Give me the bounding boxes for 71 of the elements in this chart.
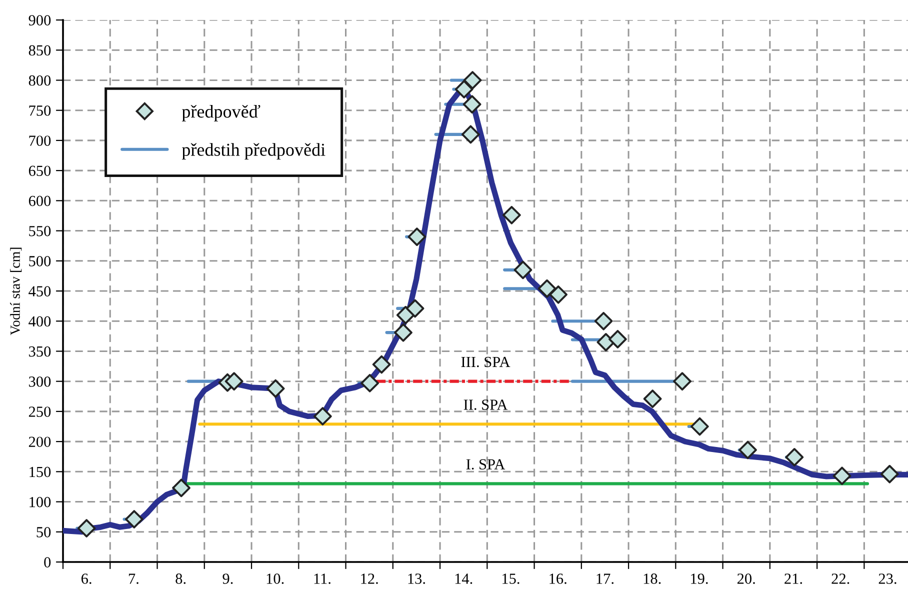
point: [643, 390, 662, 408]
point: [463, 71, 482, 90]
point: [514, 260, 532, 280]
point: [462, 95, 482, 114]
y-tick-label: 100: [30, 496, 51, 508]
x-tick-label: 21.: [784, 574, 802, 584]
x-tick-label: 6.: [81, 574, 92, 584]
x-tick-label: 17.: [596, 574, 614, 584]
x-tick-label: 13.: [408, 574, 425, 584]
point: [880, 464, 899, 484]
point: [502, 206, 521, 224]
x-tick-label: 14.: [455, 574, 472, 584]
y-tick-label: 400: [28, 316, 51, 327]
series-label: III. SPA: [461, 356, 510, 368]
point: [738, 440, 757, 460]
y-tick-label: 150: [30, 466, 51, 478]
legend-label: předstih předpovědi: [182, 143, 326, 160]
y-axis-title: Vodní stav [cm]: [10, 248, 22, 336]
y-tick-label: 450: [28, 286, 51, 296]
point: [124, 510, 144, 528]
x-tick-label: 11.: [314, 574, 330, 584]
x-tick-label: 10.: [266, 574, 284, 584]
x-tick-label: 19.: [691, 574, 708, 584]
point: [673, 372, 692, 391]
point: [785, 448, 804, 466]
x-tick-label: 12.: [361, 574, 378, 584]
y-tick-label: 800: [28, 75, 51, 86]
point: [77, 519, 96, 538]
x-tick-label: 7.: [128, 574, 138, 584]
y-tick-label: 550: [29, 226, 51, 236]
point: [690, 417, 709, 436]
point: [172, 478, 190, 498]
y-tick-label: 200: [28, 436, 51, 448]
x-tick-label: 15.: [502, 574, 520, 584]
y-tick-label: 750: [29, 105, 51, 116]
y-tick-label: 300: [29, 376, 51, 387]
y-tick-label: 250: [28, 406, 51, 417]
point: [394, 323, 412, 342]
x-tick-label: 18.: [644, 574, 661, 584]
y-tick-label: 0: [44, 557, 51, 568]
y-tick-label: 650: [28, 166, 51, 176]
x-tick-label: 23.: [878, 574, 896, 584]
point: [538, 279, 556, 298]
x-tick-label: 22.: [832, 574, 850, 584]
legend-label: předpověď: [182, 104, 260, 122]
x-tick-label: 8.: [176, 574, 186, 584]
series-label: II. SPA: [464, 400, 508, 410]
point: [266, 379, 285, 398]
point: [360, 374, 379, 392]
y-tick-label: 500: [29, 256, 51, 266]
x-tick-label: 16.: [550, 574, 566, 584]
x-tick-label: 9.: [222, 574, 233, 584]
x-tick-label: 20.: [737, 574, 755, 584]
y-tick-label: 600: [28, 196, 51, 206]
point: [406, 299, 424, 318]
point: [594, 312, 613, 330]
point: [608, 330, 627, 348]
y-tick-label: 350: [29, 346, 51, 357]
series-label: I. SPA: [466, 459, 506, 470]
y-tick-label: 850: [28, 45, 51, 56]
point: [372, 355, 391, 374]
y-tick-label: 50: [36, 527, 51, 538]
point: [408, 228, 426, 246]
point: [454, 80, 474, 98]
y-tick-label: 900: [28, 15, 51, 26]
point: [461, 125, 480, 144]
point: [832, 466, 852, 486]
point: [313, 407, 332, 426]
y-tick-label: 700: [29, 136, 51, 146]
point: [224, 372, 244, 391]
point: [549, 285, 568, 304]
